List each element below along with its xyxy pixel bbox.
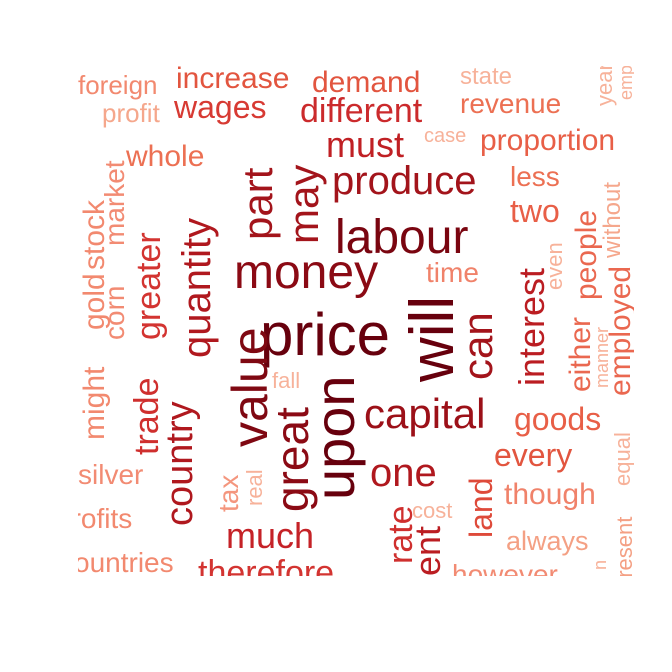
cloud-word: therefore	[198, 554, 334, 592]
cloud-word: one	[370, 451, 437, 495]
cloud-word: trade	[128, 378, 166, 456]
cloud-word: might	[78, 366, 111, 440]
cloud-word: state	[460, 63, 512, 90]
cloud-word: present	[612, 517, 637, 590]
cloud-word: quantity	[175, 218, 219, 358]
cloud-word: demand	[312, 66, 420, 99]
cloud-word: whole	[125, 140, 204, 173]
cloud-word: silver	[78, 459, 143, 490]
cloud-word: corn	[99, 286, 130, 340]
cloud-word: real	[242, 469, 267, 506]
cloud-word: goods	[514, 401, 601, 437]
cloud-word: though	[504, 478, 596, 511]
cloud-word: profit	[102, 98, 161, 128]
cloud-word: people	[570, 210, 603, 300]
cloud-word: much	[226, 515, 314, 556]
word-group: price will upon labour money value great…	[56, 2, 637, 592]
cloud-word: country	[159, 401, 201, 526]
cloud-word: market	[99, 160, 130, 246]
cloud-word: year	[592, 63, 617, 106]
cloud-word: increase	[176, 62, 289, 95]
cloud-word: produce	[332, 159, 477, 203]
cloud-word: upon	[303, 375, 366, 500]
cloud-word: wages	[173, 89, 267, 125]
cloud-word: n	[590, 560, 610, 570]
cloud-word: employment	[616, 2, 636, 100]
cloud-word: however	[452, 559, 558, 590]
cloud-word: employed	[604, 266, 637, 396]
cloud-word: equal	[610, 432, 635, 486]
cloud-word: tax	[213, 475, 244, 512]
cloud-word: fall	[272, 368, 300, 393]
cloud-word: less	[510, 161, 560, 192]
cloud-word: may	[280, 165, 327, 244]
cloud-word: even	[542, 242, 567, 290]
cloud-word: part	[234, 167, 281, 240]
cloud-word: always	[506, 526, 589, 556]
cloud-word: gold	[78, 273, 111, 330]
cloud-word: revenue	[460, 88, 561, 119]
cloud-word: case	[424, 125, 466, 147]
cloud-word: profits	[56, 503, 132, 534]
cloud-word: interest	[511, 268, 552, 386]
cloud-word: capital	[364, 390, 485, 437]
cloud-word: land	[463, 478, 499, 539]
cloud-word: countries	[60, 547, 174, 578]
cloud-word: must	[326, 124, 404, 165]
cloud-word: value	[222, 327, 278, 447]
cloud-word: two	[510, 193, 560, 229]
cloud-word: manner	[592, 327, 612, 388]
cloud-word: greater	[130, 232, 168, 340]
cloud-word: rent	[407, 526, 448, 588]
cloud-word: different	[300, 92, 423, 130]
cloud-word: cost	[412, 498, 452, 523]
cloud-word: without	[599, 182, 626, 259]
cloud-word: stock	[78, 199, 111, 270]
cloud-word: will	[398, 296, 467, 383]
cloud-word: can	[454, 312, 501, 380]
cloud-word: rate	[382, 505, 420, 564]
cloud-word: labour	[335, 211, 468, 264]
cloud-word: time	[426, 257, 479, 288]
cloud-word: either	[564, 317, 597, 392]
cloud-word: price	[260, 301, 390, 368]
cloud-word: foreign	[78, 70, 158, 100]
cloud-word: money	[234, 246, 378, 299]
cloud-word: proportion	[480, 124, 615, 157]
cloud-word: great	[266, 407, 318, 512]
cloud-word: every	[494, 437, 572, 473]
